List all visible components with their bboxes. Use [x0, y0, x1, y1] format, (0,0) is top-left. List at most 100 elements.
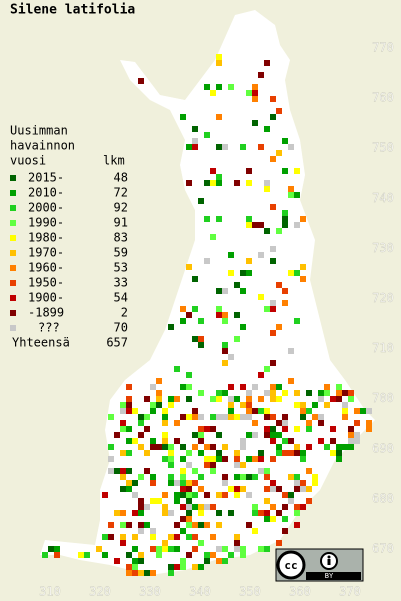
square [174, 420, 180, 426]
by-icon-body [327, 559, 331, 565]
square [240, 144, 246, 150]
square [192, 504, 198, 510]
square [300, 276, 306, 282]
square [288, 438, 294, 444]
square [198, 318, 204, 324]
square [264, 126, 270, 132]
square [312, 402, 318, 408]
square [234, 546, 240, 552]
square [126, 480, 132, 486]
legend-count: 91 [114, 216, 128, 230]
square [150, 438, 156, 444]
y-grid-label: 730 [372, 241, 394, 255]
square [192, 276, 198, 282]
square [186, 414, 192, 420]
square [144, 504, 150, 510]
square [126, 396, 132, 402]
y-grid-label: 670 [372, 542, 394, 556]
square [222, 414, 228, 420]
square [162, 504, 168, 510]
square [156, 498, 162, 504]
square [264, 516, 270, 522]
square [210, 414, 216, 420]
square [288, 348, 294, 354]
square [132, 558, 138, 564]
observation-squares [42, 54, 372, 576]
square [294, 402, 300, 408]
legend-count: 54 [114, 291, 128, 305]
square [198, 426, 204, 432]
square [324, 402, 330, 408]
square [276, 384, 282, 390]
square [126, 450, 132, 456]
square [282, 222, 288, 228]
square [264, 186, 270, 192]
square [216, 456, 222, 462]
square [348, 444, 354, 450]
square [264, 498, 270, 504]
square [258, 252, 264, 258]
square [162, 456, 168, 462]
square [348, 390, 354, 396]
square [192, 432, 198, 438]
square [180, 384, 186, 390]
square [120, 534, 126, 540]
square [54, 552, 60, 558]
square [258, 456, 264, 462]
square [222, 492, 228, 498]
square [126, 402, 132, 408]
square [216, 546, 222, 552]
square [336, 396, 342, 402]
square [42, 552, 48, 558]
square [240, 462, 246, 468]
legend-count: 72 [114, 186, 128, 200]
legend-header: Uusimman [10, 124, 68, 138]
square [324, 390, 330, 396]
badge-by: BY [325, 572, 334, 580]
square [222, 348, 228, 354]
legend-count: 2 [121, 306, 128, 320]
y-grid-label: 680 [372, 491, 394, 505]
square [138, 444, 144, 450]
square [222, 360, 228, 366]
square [246, 474, 252, 480]
square [294, 222, 300, 228]
square [204, 504, 210, 510]
square [228, 84, 234, 90]
square [270, 414, 276, 420]
y-grid-label: 710 [372, 341, 394, 355]
square [120, 468, 126, 474]
square [132, 510, 138, 516]
square [180, 318, 186, 324]
square [168, 396, 174, 402]
square [126, 486, 132, 492]
square [300, 408, 306, 414]
square [180, 474, 186, 480]
square [318, 438, 324, 444]
square [210, 462, 216, 468]
legend-swatch [10, 325, 16, 331]
square [312, 474, 318, 480]
square [150, 444, 156, 450]
square [270, 258, 276, 264]
square [246, 270, 252, 276]
square [300, 216, 306, 222]
square [246, 90, 252, 96]
square [300, 414, 306, 420]
square [270, 516, 276, 522]
legend-swatch [10, 190, 16, 196]
square [108, 522, 114, 528]
square [114, 432, 120, 438]
square [252, 90, 258, 96]
square [186, 450, 192, 456]
square [78, 552, 84, 558]
square [216, 114, 222, 120]
square [234, 282, 240, 288]
square [138, 558, 144, 564]
square [294, 192, 300, 198]
square [306, 426, 312, 432]
square [276, 432, 282, 438]
square [126, 408, 132, 414]
square [174, 438, 180, 444]
square [276, 510, 282, 516]
